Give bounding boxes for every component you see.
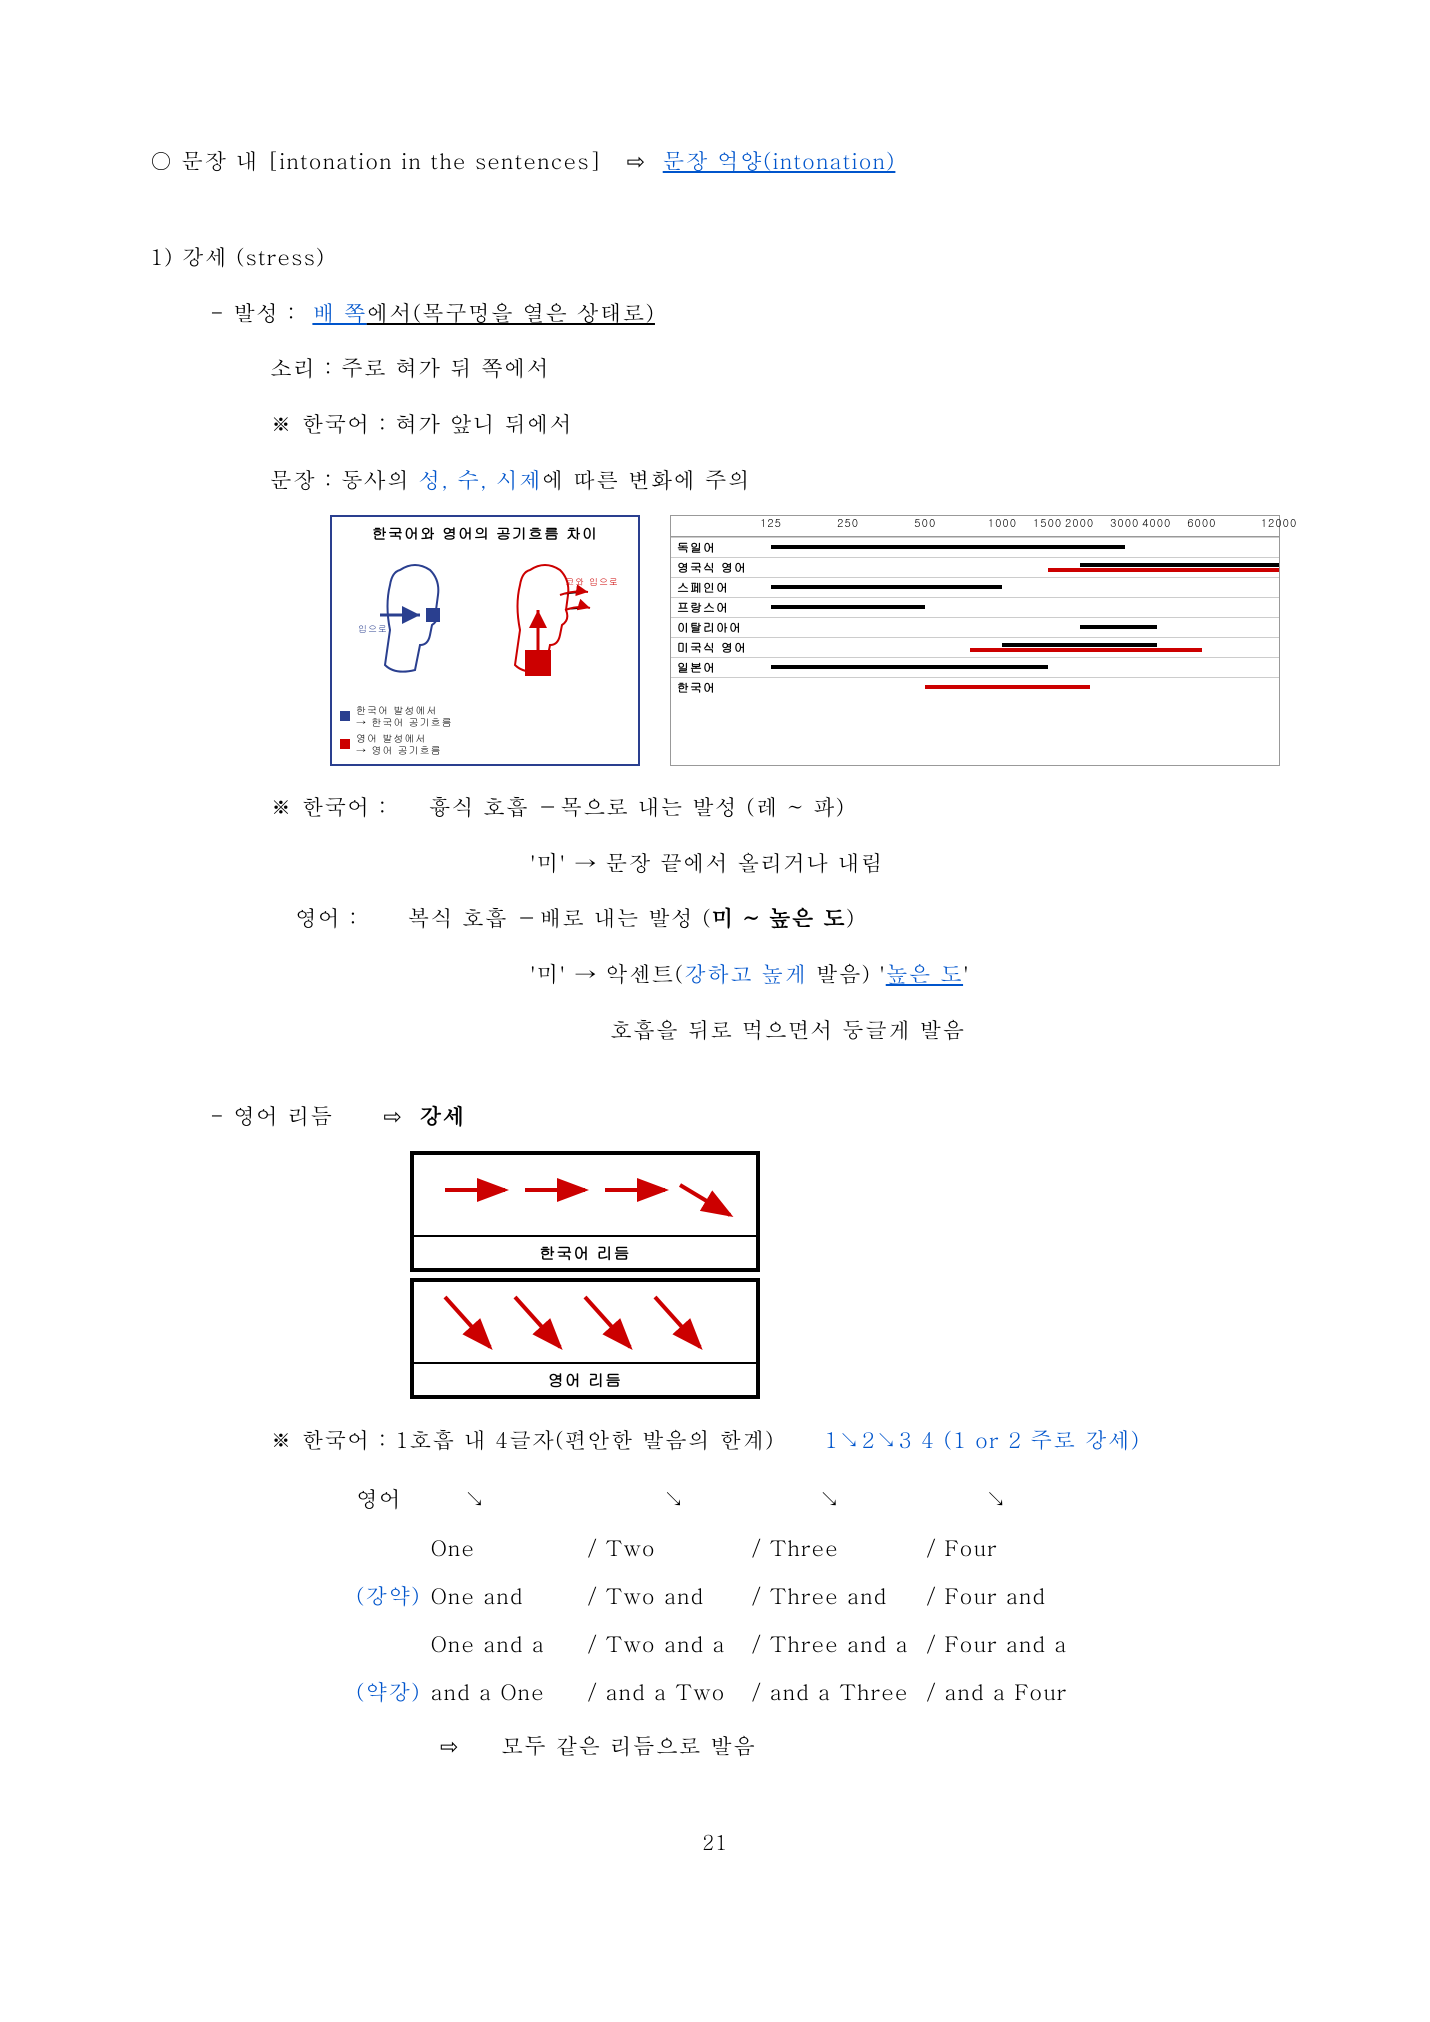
tick-label: 500	[914, 516, 936, 531]
rhythm-cell: / Four and a	[923, 1621, 1071, 1667]
breathing-en3: 호흡을 뒤로 먹으면서 둥글게 발음	[150, 1009, 1280, 1051]
rhythm-conclusion: ⇨ 모두 같은 리듬으로 발음	[150, 1725, 1280, 1767]
left-caption: 입으로	[358, 622, 388, 635]
rhythm-cell: / Two	[584, 1525, 746, 1571]
rhythm-cell: One	[427, 1525, 582, 1571]
rhythm-cell: / Three and a	[748, 1621, 921, 1667]
range-row: 영국식 영어	[671, 557, 1279, 577]
range-row-label: 이탈리아어	[671, 619, 771, 636]
range-row: 이탈리아어	[671, 617, 1279, 637]
tick-label: 4000	[1142, 516, 1171, 531]
korean-rhythm-box: 한국어 리듬	[410, 1151, 760, 1272]
range-bar	[970, 648, 1201, 652]
korean-note: ※ 한국어 : 혀가 앞니 뒤에서	[150, 403, 1280, 445]
arrow-icon: ⇨	[627, 145, 646, 176]
range-bar	[1048, 568, 1279, 572]
tick-label: 3000	[1110, 516, 1139, 531]
frequency-range-chart: 12525050010001500200030004000600012000 독…	[670, 515, 1280, 766]
rhythm-table: 영어 ↘ ↘ ↘ ↘ One / Two / Three / Four (강약)…	[350, 1474, 1073, 1717]
rhythm-cell: / Three	[748, 1525, 921, 1571]
rhythm-header: - 영어 리듬 ⇨ 강세	[150, 1095, 1280, 1137]
vocalization-line: - 발성 : 배 쪽에서(목구멍을 열은 상태로)	[150, 292, 1280, 334]
tick-label: 125	[760, 516, 782, 531]
document-page: ○ 문장 내 [intonation in the sentences] ⇨ 문…	[0, 0, 1430, 1916]
range-row: 일본어	[671, 657, 1279, 677]
english-rhythm-box: 영어 리듬	[410, 1278, 760, 1399]
breathing-ko: ※ 한국어 : 흉식 호흡 －목으로 내는 발성 (레 ~ 파)	[150, 786, 1280, 828]
range-bar	[1080, 625, 1157, 629]
rhythm-diagrams: 한국어 리듬 영어 리듬	[410, 1151, 760, 1399]
range-row: 한국어	[671, 677, 1279, 697]
range-row: 프랑스어	[671, 597, 1279, 617]
tick-label: 12000	[1261, 516, 1298, 531]
rhythm-cell: / and a Three	[748, 1669, 921, 1715]
range-bar	[771, 665, 1048, 669]
range-bar	[925, 685, 1090, 689]
range-row-label: 영국식 영어	[671, 559, 771, 576]
range-row: 스페인어	[671, 577, 1279, 597]
range-row-label: 독일어	[671, 539, 771, 556]
range-bar	[771, 605, 925, 609]
breathing-ko2: '미' → 문장 끝에서 올리거나 내림	[150, 842, 1280, 884]
sentence-line: 문장 : 동사의 성, 수, 시제에 따른 변화에 주의	[150, 459, 1280, 501]
rhythm-cell: and a One	[427, 1669, 582, 1715]
rhythm-cell: / Two and	[584, 1573, 746, 1619]
rhythm-cell: / Four and	[923, 1573, 1071, 1619]
figures-row: 한국어와 영어의 공기흐름 차이 입으로 코와 입으로	[330, 515, 1280, 766]
breathing-en2: '미' → 악센트(강하고 높게 발음) '높은 도'	[150, 953, 1280, 995]
range-row: 독일어	[671, 537, 1279, 557]
breathing-en: 영어 : 복식 호흡 －배로 내는 발성 (미 ~ 높은 도)	[150, 897, 1280, 939]
range-row-label: 미국식 영어	[671, 639, 771, 656]
rhythm-cell: / and a Two	[584, 1669, 746, 1715]
airflow-legend: 한국어 발성에서→ 한국어 공기흐름 영어 발성에서→ 영어 공기흐름	[340, 704, 630, 756]
tick-label: 1500	[1033, 516, 1062, 531]
bullet: ○	[150, 145, 173, 176]
tick-label: 250	[837, 516, 859, 531]
range-bar	[771, 545, 1125, 549]
page-number: 21	[150, 1827, 1280, 1856]
rhythm-cell: / Two and a	[584, 1621, 746, 1667]
svg-text:코와 입으로: 코와 입으로	[565, 575, 619, 588]
rhythm-cell: One and	[427, 1573, 582, 1619]
range-row-label: 일본어	[671, 659, 771, 676]
rhythm-cell: / Three and	[748, 1573, 921, 1619]
tick-label: 1000	[988, 516, 1017, 531]
rhythm-cell: / Four	[923, 1525, 1071, 1571]
section-title: 1) 강세 (stress)	[150, 236, 1280, 278]
heading-link[interactable]: 문장 억양(intonation)	[663, 145, 896, 176]
airflow-diagram: 한국어와 영어의 공기흐름 차이 입으로 코와 입으로	[330, 515, 640, 766]
heading-line: ○ 문장 내 [intonation in the sentences] ⇨ 문…	[150, 140, 1280, 182]
range-bar	[1080, 563, 1279, 567]
rhythm-note-ko: ※ 한국어 : 1호흡 내 4글자(편안한 발음의 한계) 1↘2↘3 4 (1…	[150, 1419, 1280, 1461]
airflow-title: 한국어와 영어의 공기흐름 차이	[340, 523, 630, 544]
airflow-svg: 입으로 코와 입으로	[340, 550, 630, 700]
vocalization-blue: 배 쪽	[312, 297, 366, 328]
rhythm-cell: / and a Four	[923, 1669, 1071, 1715]
range-bar	[771, 585, 1002, 589]
heading-prefix: 문장 내 [intonation in the sentences]	[181, 145, 601, 176]
tick-label: 6000	[1187, 516, 1216, 531]
range-row-label: 프랑스어	[671, 599, 771, 616]
sound-line: 소리 : 주로 혀가 뒤 쪽에서	[150, 347, 1280, 389]
range-bar	[1002, 643, 1156, 647]
tick-label: 2000	[1065, 516, 1094, 531]
rhythm-cell: One and a	[427, 1621, 582, 1667]
range-row: 미국식 영어	[671, 637, 1279, 657]
range-row-label: 스페인어	[671, 579, 771, 596]
range-row-label: 한국어	[671, 679, 771, 696]
